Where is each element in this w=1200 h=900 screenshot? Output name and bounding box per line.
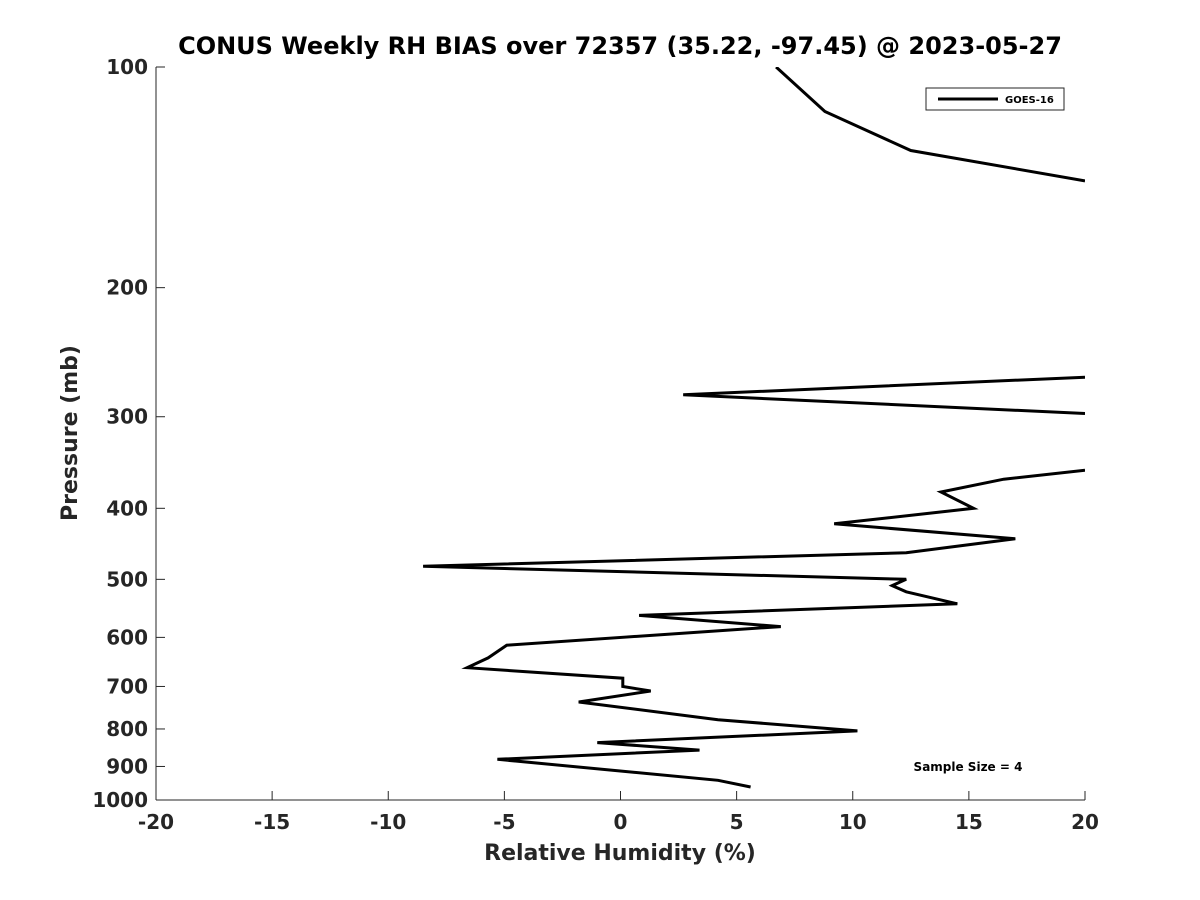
plot-area	[156, 67, 1085, 800]
y-tick-label: 100	[106, 55, 148, 79]
y-tick-label: 500	[106, 567, 148, 591]
y-tick-label: 600	[106, 625, 148, 649]
series-line-goes-16-segment-2	[683, 375, 1085, 415]
y-tick-label: 900	[106, 754, 148, 778]
y-axis-label: Pressure (mb)	[58, 345, 83, 521]
axes: -20 -15 -10 -5 0 5 10 15 20 100 200 300 400 500 600 700…	[92, 55, 1099, 834]
x-tick-label: -10	[370, 810, 406, 834]
legend: GOES-16	[925, 87, 1065, 111]
y-tick-label: 700	[106, 674, 148, 698]
x-tick-label: 5	[730, 810, 744, 834]
sample-size-note: Sample Size = 4	[914, 760, 1023, 774]
x-tick-label: 10	[839, 810, 867, 834]
x-tick-label: 0	[614, 810, 628, 834]
series-line-goes-16-segment-3	[423, 468, 1085, 789]
y-tick-label: 200	[106, 276, 148, 300]
x-tick-label: -20	[138, 810, 174, 834]
legend-label-goes-16: GOES-16	[1005, 95, 1054, 106]
series-line-goes-16-segment-1	[775, 67, 1085, 183]
y-tick-label: 800	[106, 717, 148, 741]
x-tick-label: -15	[254, 810, 290, 834]
x-tick-label: 20	[1071, 810, 1099, 834]
chart-title: CONUS Weekly RH BIAS over 72357 (35.22, …	[178, 32, 1062, 60]
y-tick-label: 1000	[92, 788, 148, 812]
x-tick-label: -5	[493, 810, 515, 834]
x-axis-label: Relative Humidity (%)	[484, 841, 756, 866]
y-tick-label: 400	[106, 496, 148, 520]
y-tick-label: 300	[106, 405, 148, 429]
x-tick-label: 15	[955, 810, 983, 834]
series-layer	[423, 67, 1085, 789]
